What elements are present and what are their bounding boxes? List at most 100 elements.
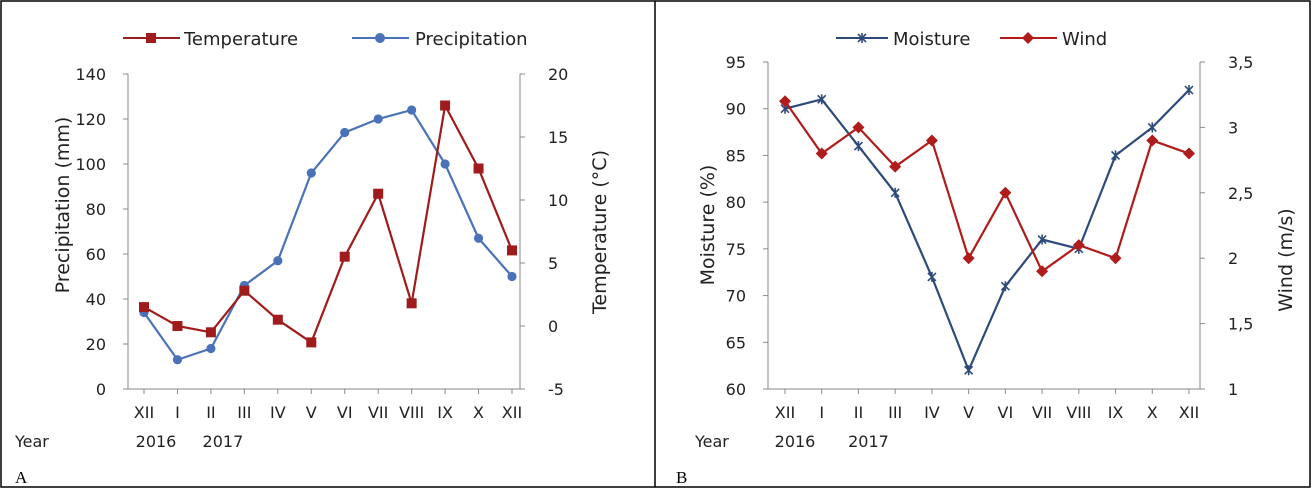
- right-tick-label: 1,5: [1228, 315, 1253, 334]
- x-tick-label: VI: [998, 403, 1014, 422]
- x-tick-label: I: [175, 403, 180, 422]
- data-point-precipitation: [172, 355, 183, 365]
- x-tick-label: IX: [437, 403, 453, 422]
- panel-a-legend: Temperature Precipitation: [123, 29, 528, 50]
- left-tick-label: 85: [726, 146, 746, 165]
- data-point-temperature: [473, 163, 484, 174]
- panel-letter: B: [676, 468, 687, 487]
- data-point-wind: [852, 121, 865, 134]
- data-point-wind: [925, 134, 938, 147]
- left-tick-label: 80: [726, 193, 746, 212]
- data-point-moisture: [1110, 150, 1121, 161]
- x-tick-label: II: [854, 403, 863, 422]
- x-tick-label: VII: [1032, 403, 1052, 422]
- x-tick-label: IV: [924, 403, 940, 422]
- data-point-temperature: [139, 302, 149, 313]
- left-tick-label: 100: [75, 155, 106, 174]
- data-point-moisture: [1147, 122, 1157, 133]
- data-point-temperature: [440, 100, 451, 111]
- left-axis-title: Precipitation (mm): [52, 117, 74, 294]
- legend-marker-moisture: [857, 33, 867, 43]
- right-tick-label: 1: [1228, 380, 1238, 399]
- data-point-moisture: [964, 365, 974, 376]
- panel-a: Temperature Precipitation Precipitation …: [14, 29, 611, 487]
- legend-label-temperature: Temperature: [183, 29, 298, 50]
- left-tick-label: 60: [726, 380, 746, 399]
- data-point-precipitation: [373, 114, 383, 124]
- right-tick-label: 20: [548, 65, 568, 84]
- series-line-precipitation: [143, 108, 513, 362]
- right-axis-title: Temperature (°C): [589, 150, 611, 315]
- series-line-wind: [784, 100, 1190, 273]
- series-temperature: [139, 100, 517, 348]
- legend-label-wind: Wind: [1062, 29, 1107, 50]
- data-point-temperature: [339, 251, 350, 262]
- legend-item-moisture: Moisture: [836, 29, 970, 50]
- right-tick-label: 3,5: [1228, 53, 1253, 72]
- x-tick-label: XII: [775, 403, 795, 422]
- data-point-temperature: [406, 298, 417, 309]
- year-label: Year: [14, 432, 49, 451]
- right-tick-label: 5: [548, 254, 558, 273]
- left-tick-label: 120: [75, 110, 106, 129]
- x-tick-label: XII: [502, 403, 522, 422]
- left-tick-label: 70: [726, 287, 746, 306]
- legend-label-precipitation: Precipitation: [415, 29, 528, 50]
- data-point-temperature: [205, 327, 216, 338]
- x-tick-label: II: [206, 403, 215, 422]
- data-point-wind: [1146, 134, 1159, 147]
- x-tick-label: X: [473, 403, 484, 422]
- x-tick-label: X: [1147, 403, 1158, 422]
- x-tick-label: IX: [1108, 403, 1124, 422]
- data-point-precipitation: [507, 271, 517, 282]
- data-point-wind: [1109, 252, 1122, 265]
- data-point-moisture: [1000, 281, 1010, 292]
- data-point-precipitation: [273, 256, 283, 266]
- data-point-wind: [889, 160, 902, 173]
- data-point-temperature: [172, 321, 183, 331]
- data-point-precipitation: [306, 168, 316, 178]
- x-tick-label: III: [888, 403, 902, 422]
- x-tick-label: IV: [270, 403, 286, 422]
- left-tick-label: 65: [726, 333, 746, 352]
- year-value-2016: 2016: [775, 432, 816, 451]
- x-tick-label: VII: [368, 403, 388, 422]
- data-point-precipitation: [407, 105, 417, 115]
- data-point-moisture: [853, 141, 864, 152]
- data-point-wind: [1183, 147, 1195, 160]
- left-tick-label: 95: [726, 53, 746, 72]
- left-tick-label: 40: [86, 290, 106, 309]
- data-point-temperature: [306, 337, 317, 348]
- data-point-moisture: [817, 94, 827, 105]
- series-precipitation: [139, 105, 517, 365]
- left-tick-label: 90: [726, 100, 746, 119]
- legend-marker-temperature: [146, 33, 156, 43]
- legend-marker-precipitation: [375, 33, 385, 43]
- legend-item-wind: Wind: [1000, 29, 1107, 50]
- data-point-moisture: [1037, 234, 1047, 245]
- data-point-wind: [1072, 239, 1085, 252]
- right-axis-title: Wind (m/s): [1275, 208, 1297, 311]
- right-tick-label: 2: [1228, 249, 1238, 268]
- data-point-moisture: [927, 271, 937, 282]
- legend-item-temperature: Temperature: [123, 29, 298, 50]
- legend-label-moisture: Moisture: [893, 29, 970, 50]
- x-tick-label: XII: [1179, 403, 1199, 422]
- year-label: Year: [694, 432, 729, 451]
- data-point-moisture: [1184, 85, 1194, 96]
- data-point-precipitation: [440, 159, 450, 169]
- data-point-temperature: [272, 314, 283, 325]
- right-tick-label: 0: [548, 317, 558, 336]
- x-tick-label: III: [237, 403, 251, 422]
- right-tick-label: 10: [548, 191, 568, 210]
- data-point-precipitation: [340, 127, 350, 138]
- year-value-2017: 2017: [848, 432, 889, 451]
- panel-letter: A: [15, 468, 28, 487]
- data-point-wind: [779, 95, 791, 108]
- x-tick-label: VI: [337, 403, 353, 422]
- right-tick-label: 15: [548, 128, 568, 147]
